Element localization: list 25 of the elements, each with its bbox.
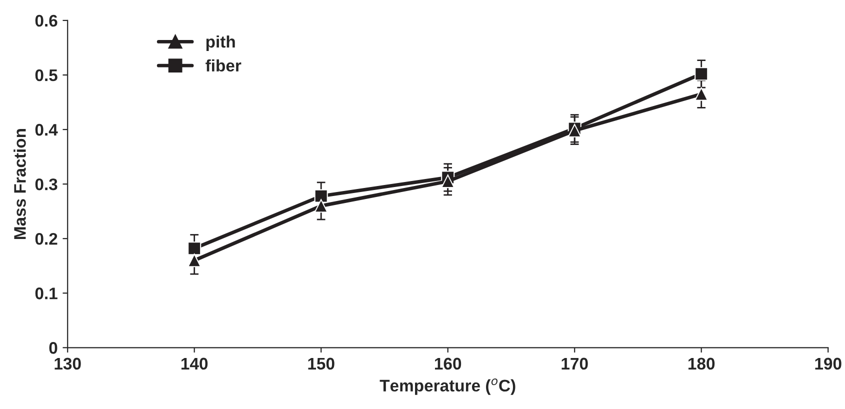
x-tick-label: 130: [54, 358, 81, 370]
legend-label: fiber: [206, 59, 242, 72]
y-tick-label: 0: [49, 342, 58, 354]
point: [188, 254, 202, 268]
y-tick-label: 0.4: [35, 124, 58, 136]
point: [441, 174, 455, 188]
y-tick-label: 0.3: [35, 178, 58, 190]
y-tick-label: 0.6: [35, 14, 58, 27]
legend-label: pith: [206, 35, 235, 51]
point: [314, 189, 328, 203]
x-tick-label: 190: [815, 358, 842, 370]
y-tick-label: 0.1: [35, 288, 58, 300]
x-tick-label: 180: [688, 358, 715, 370]
x-axis-title: Temperature ($^{o}$C): [380, 378, 516, 395]
y-tick-label: 0.5: [35, 69, 58, 82]
point: [694, 87, 708, 101]
point: [694, 67, 708, 81]
y-tick-label: 0.2: [35, 232, 58, 245]
point: [314, 199, 328, 213]
x-tick-label: 150: [308, 358, 334, 370]
x-tick-label: 140: [181, 358, 208, 370]
point: [188, 242, 202, 256]
x-tick-label: 160: [434, 358, 462, 370]
x-tick-label: 170: [562, 358, 588, 370]
y-axis-title: Mass Fraction: [14, 129, 26, 239]
